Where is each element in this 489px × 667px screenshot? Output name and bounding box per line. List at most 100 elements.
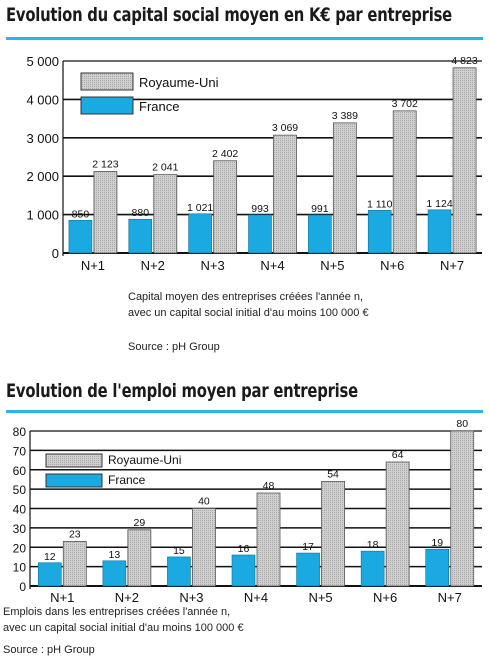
chart2-y-tick-label: 30 [13,522,27,536]
chart2-bar-royaume-uni [450,430,475,587]
chart2-bar-france [296,552,320,587]
chart2-category-label: N+1 [50,590,74,604]
chart1-category-label: N+4 [260,258,284,273]
chart1-legend-label-royaume-uni: Royaume-Uni [139,75,219,90]
chart2-value-label-royaume-uni: 40 [198,496,210,508]
chart2-bar-royaume-uni [321,480,345,587]
chart2-bar-france [425,548,450,587]
chart2-bar-royaume-uni [127,529,152,587]
chart1-category-label: N+6 [380,258,404,273]
chart1-category-label: N+7 [440,258,464,273]
chart2-category-label: N+3 [179,590,203,604]
chart2-bar-royaume-uni [385,461,410,587]
chart2-value-label-royaume-uni: 64 [392,449,404,461]
chart1-y-tick-label: 0 [52,246,59,261]
chart2-bar-france [102,560,127,587]
chart2-note-line-1: Emplois dans les entreprises créées l'an… [3,606,231,618]
chart1-bar-royaume-uni [332,122,357,254]
chart1-bar-france [427,209,452,254]
chart2-title-rule [6,410,483,413]
chart2-y-tick-label: 0 [19,580,26,594]
chart2-legend-swatch-france [45,473,103,488]
chart1-bar-royaume-uni [392,110,417,254]
chart1-note-line-1: Capital moyen des entreprises créées l'a… [128,291,364,303]
chart1-note-line-2: avec un capital social initial d'au moin… [128,307,369,319]
chart1-source: Source : pH Group [128,341,220,353]
chart2-legend-label-france: France [108,473,146,487]
chart1-category-label: N+3 [201,258,225,273]
chart1-value-label-france: 993 [251,203,269,215]
chart2-note-line-2: avec un capital social initial d'au moin… [3,622,244,634]
chart2-bar-france [167,556,191,587]
chart2-value-label-royaume-uni: 23 [69,528,81,540]
chart1-value-label-france: 850 [72,208,90,220]
chart1-bar-royaume-uni [213,160,238,254]
chart2-y-tick-label: 80 [13,425,27,439]
chart1-value-label-royaume-uni: 4 823 [451,55,477,67]
chart2-value-label-france: 13 [109,549,121,561]
chart2-bar-france [37,562,62,587]
chart2-bar-royaume-uni [62,541,87,587]
chart2-y-tick-label: 20 [13,541,27,555]
chart1-value-label-france: 1 124 [426,198,452,210]
chart1-value-label-royaume-uni: 2 402 [212,148,238,160]
chart1-y-tick-label: 4 000 [26,92,59,107]
chart1-value-label-royaume-uni: 2 041 [152,162,178,174]
chart1-bar-royaume-uni [153,174,178,254]
chart2-category-label: N+5 [308,590,332,604]
chart2-value-label-royaume-uni: 54 [327,468,339,480]
chart1-value-label-royaume-uni: 2 123 [92,158,118,170]
chart1-value-label-france: 880 [132,207,150,219]
chart2-y-tick-label: 50 [13,483,27,497]
chart2-bar-france [360,550,385,587]
chart2-value-label-royaume-uni: 29 [134,517,146,529]
chart2-value-label-france: 17 [302,541,314,553]
chart2-y-tick-label: 40 [13,503,27,517]
chart1-bar-france [68,220,93,254]
chart1-bar-france [367,210,392,254]
chart1-bar-france [248,214,272,254]
chart1-category-label: N+5 [320,258,344,273]
chart1-value-label-royaume-uni: 3 069 [272,122,298,134]
chart1-category-label: N+2 [141,258,165,273]
chart1-y-tick-label: 3 000 [26,131,59,146]
chart1-value-label-royaume-uni: 3 702 [392,98,418,110]
chart2-value-label-royaume-uni: 48 [263,480,275,492]
chart1-bar-france [188,213,212,254]
chart1-legend-label-france: France [139,99,179,114]
chart2-value-label-france: 18 [367,539,379,551]
chart2-value-label-france: 15 [173,545,185,557]
chart2-title: Evolution de l'emploi moyen par entrepri… [6,380,358,402]
chart1-bar-royaume-uni [93,171,118,254]
chart2-y-tick-label: 70 [13,444,27,458]
chart1-bar-france [128,218,153,254]
chart1-title: Evolution du capital social moyen en K€ … [6,4,453,26]
chart2-value-label-france: 16 [238,543,250,555]
chart2-value-label-france: 19 [431,537,443,549]
chart1-value-label-france: 1 110 [367,198,393,210]
chart2-source: Source : pH Group [3,644,95,656]
chart1-legend-swatch-france [80,96,134,115]
chart1-bar-royaume-uni [452,67,477,254]
chart2-note: Emplois dans les entreprises créées l'an… [3,604,244,636]
chart1-value-label-royaume-uni: 3 389 [332,110,358,122]
chart1-y-tick-label: 2 000 [26,169,59,184]
chart2-y-tick-label: 60 [13,464,27,478]
chart2-bar-royaume-uni [192,508,216,587]
chart2-bar-chart: 0 10 20 30 40 50 60 70 80 12 23 N+1 13 29 N+2 15 40 N+3 16… [13,418,482,604]
chart2-category-label: N+7 [438,590,462,604]
chart1-bar-france [308,214,332,254]
chart1-bar-royaume-uni [273,134,297,254]
chart2-category-label: N+4 [244,590,268,604]
chart2-legend-swatch-royaume-uni [45,453,103,468]
chart1-legend-swatch-royaume-uni [80,72,134,91]
chart2-category-label: N+2 [115,590,139,604]
chart2-category-label: N+6 [373,590,397,604]
chart1-value-label-france: 1 021 [187,202,213,214]
chart2-legend-label-royaume-uni: Royaume-Uni [108,453,181,467]
chart1-y-tick-label: 1 000 [26,208,59,223]
chart2-bar-france [231,554,256,587]
chart1-y-tick-label: 5 000 [26,54,59,69]
chart2-y-tick-label: 10 [13,561,27,575]
chart1-note: Capital moyen des entreprises créées l'a… [128,289,369,321]
